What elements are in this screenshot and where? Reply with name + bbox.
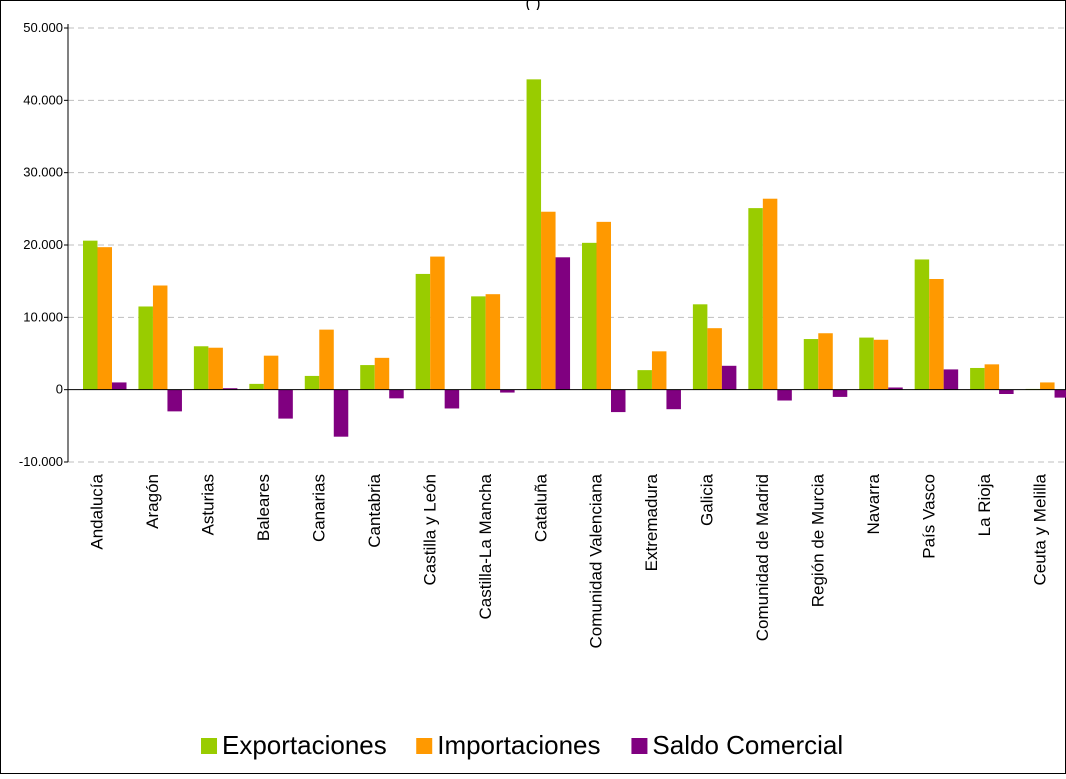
bar-saldo-comercial xyxy=(999,389,1014,395)
bar-importaciones xyxy=(873,339,889,390)
y-tick-label: 50.000 xyxy=(23,20,63,35)
bar-exportaciones xyxy=(914,259,930,390)
x-tick-label: Navarra xyxy=(864,473,883,534)
bar-saldo-comercial xyxy=(666,389,681,410)
x-tick-label: Ceuta y Melilla xyxy=(1030,473,1049,585)
bar-exportaciones xyxy=(859,337,874,390)
bar-saldo-comercial xyxy=(555,257,571,390)
bar-saldo-comercial xyxy=(222,388,238,390)
legend-label: Saldo Comercial xyxy=(652,730,843,760)
bar-importaciones xyxy=(208,347,223,390)
y-tick-label: 10.000 xyxy=(23,309,63,324)
bars xyxy=(83,79,1066,437)
bar-importaciones xyxy=(152,285,168,390)
x-tick-label: Comunidad de Madrid xyxy=(753,474,772,641)
bar-importaciones xyxy=(596,221,611,390)
y-tick-label: 0 xyxy=(56,382,63,397)
bar-saldo-comercial xyxy=(721,365,737,390)
x-tick-label: Comunidad Valenciana xyxy=(587,473,606,648)
chart-title-fragment: ( ) xyxy=(525,0,541,10)
bar-saldo-comercial xyxy=(167,389,182,412)
bar-saldo-comercial xyxy=(500,389,515,393)
x-tick-label: La Rioja xyxy=(975,473,994,536)
bar-importaciones xyxy=(818,333,833,390)
x-tick-label: Castilla-La Mancha xyxy=(476,473,495,619)
x-tick-label: Asturias xyxy=(199,474,218,535)
x-tick-label: Canarias xyxy=(310,474,329,542)
bar-exportaciones xyxy=(471,296,486,390)
bar-exportaciones xyxy=(138,306,153,390)
legend-swatch xyxy=(201,738,218,754)
bar-exportaciones xyxy=(415,273,431,390)
bar-saldo-comercial xyxy=(832,389,848,397)
bar-importaciones xyxy=(97,247,112,390)
bar-exportaciones xyxy=(803,339,819,390)
legend: Exportaciones Importaciones Saldo Comercia… xyxy=(201,730,843,760)
bar-saldo-comercial xyxy=(112,382,127,390)
legend-swatch xyxy=(631,738,648,754)
bar-importaciones xyxy=(984,364,1000,390)
bar-exportaciones xyxy=(748,208,763,390)
bar-importaciones xyxy=(762,198,778,390)
bar-importaciones xyxy=(319,329,334,390)
bar-exportaciones xyxy=(692,304,708,390)
bar-saldo-comercial xyxy=(943,369,959,390)
x-tick-label: Cantabria xyxy=(365,473,384,547)
bar-importaciones xyxy=(707,328,722,390)
bar-saldo-comercial xyxy=(444,389,460,409)
bar-saldo-comercial xyxy=(389,389,404,399)
x-tick-label: País Vasco xyxy=(919,474,938,559)
legend-label: Exportaciones xyxy=(222,730,387,760)
x-tick-label: Baleares xyxy=(254,474,273,541)
x-tick-label: Región de Murcia xyxy=(809,473,828,607)
bar-saldo-comercial xyxy=(278,389,293,419)
bar-saldo-comercial xyxy=(611,389,626,413)
x-tick-label: Castilla y León xyxy=(420,474,439,586)
bar-saldo-comercial xyxy=(777,389,792,401)
bar-exportaciones xyxy=(304,375,320,390)
axes xyxy=(67,24,1066,462)
legend-label: Importaciones xyxy=(437,730,600,760)
y-tick-label: -10.000 xyxy=(19,454,63,469)
bar-exportaciones xyxy=(526,79,542,390)
legend-swatch xyxy=(416,738,433,754)
gridlines xyxy=(68,27,1066,463)
y-tick-label: 30.000 xyxy=(23,165,63,180)
bar-exportaciones xyxy=(249,383,264,390)
x-tick-label: Galicia xyxy=(698,473,717,526)
bar-importaciones xyxy=(374,357,390,390)
bar-exportaciones xyxy=(193,346,209,390)
bar-importaciones xyxy=(929,278,944,390)
bar-exportaciones xyxy=(582,242,597,390)
bar-exportaciones xyxy=(360,365,375,390)
x-tick-label: Extremadura xyxy=(642,473,661,571)
bar-importaciones xyxy=(430,256,445,390)
bar-saldo-comercial xyxy=(1054,389,1066,398)
x-tick-label: Aragón xyxy=(143,474,162,529)
bar-exportaciones xyxy=(637,370,652,390)
bar-saldo-comercial xyxy=(333,389,349,437)
bar-importaciones xyxy=(651,351,667,390)
y-tick-label: 20.000 xyxy=(23,237,63,252)
bar-importaciones xyxy=(263,355,279,390)
bar-saldo-comercial xyxy=(888,387,903,390)
y-tick-labels: -10.000 0 10.000 20.000 30.000 40.000 50.000 xyxy=(19,20,68,469)
bar-importaciones xyxy=(1040,382,1055,390)
x-tick-labels: Andalucía Aragón Asturias Baleares Canarias C… xyxy=(88,473,1050,648)
bar-importaciones xyxy=(485,294,501,390)
bar-importaciones xyxy=(541,211,556,390)
bar-exportaciones xyxy=(83,240,98,390)
x-tick-label: Andalucía xyxy=(88,473,107,549)
bar-exportaciones xyxy=(970,367,985,390)
y-tick-label: 40.000 xyxy=(23,92,63,107)
x-tick-label: Cataluña xyxy=(531,473,550,542)
